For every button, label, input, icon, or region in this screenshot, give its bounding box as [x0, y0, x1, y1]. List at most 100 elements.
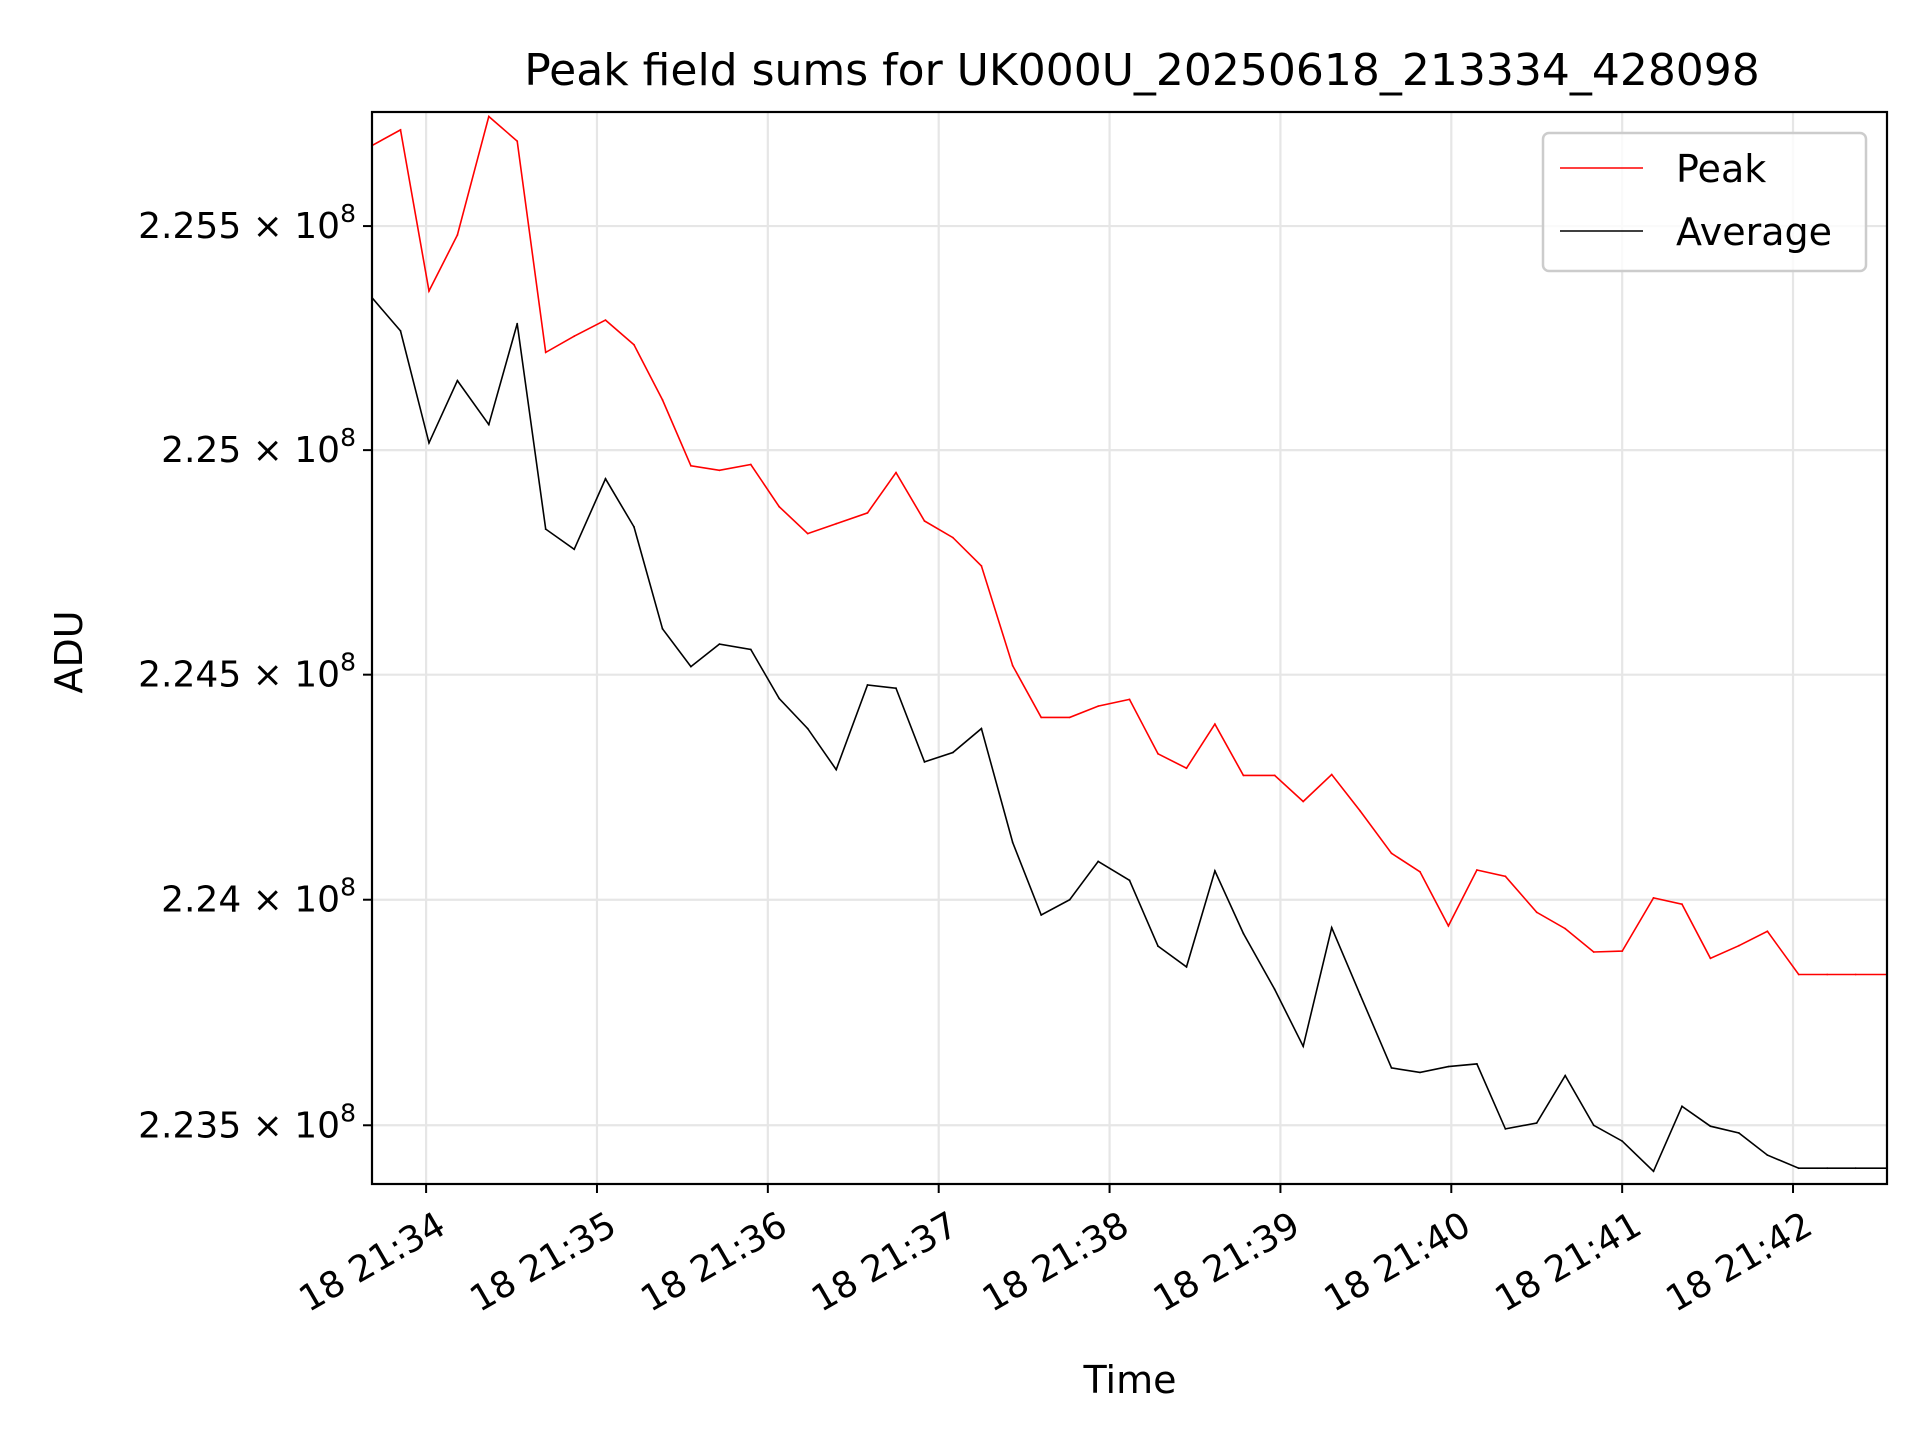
y-tick-exponent: 8: [340, 1098, 356, 1127]
data-point-peak: [1535, 911, 1538, 914]
y-tick-label: 2.235 × 108: [138, 1098, 356, 1146]
data-point-peak: [1447, 925, 1450, 927]
y-tick-base: 10: [294, 1105, 340, 1146]
data-point-average: [1214, 870, 1216, 872]
y-tick-multiply: ×: [241, 430, 294, 471]
data-point-peak: [806, 532, 809, 535]
legend: Peak Average: [1541, 131, 1868, 273]
data-point-average: [866, 684, 869, 686]
data-point-average: [1766, 1154, 1769, 1156]
data-point-peak: [1128, 698, 1131, 701]
data-point-average: [1826, 1167, 1829, 1170]
y-tick-mantissa: 2.25: [161, 430, 241, 471]
data-point-average: [1535, 1122, 1538, 1124]
y-tick-exponent: 8: [340, 423, 356, 452]
data-point-peak: [544, 351, 547, 354]
data-point-peak: [1242, 774, 1245, 777]
data-point-peak: [1797, 973, 1800, 976]
data-point-average: [1854, 1167, 1857, 1170]
y-tick-base: 10: [294, 206, 340, 247]
data-point-peak: [1826, 973, 1829, 976]
data-point-average: [895, 687, 897, 690]
y-tick-base: 10: [294, 655, 340, 696]
data-point-peak: [1273, 774, 1276, 777]
data-point-peak: [749, 463, 752, 466]
data-point-average: [1128, 879, 1131, 882]
x-axis-label: Time: [1083, 1358, 1177, 1402]
data-point-peak: [487, 115, 490, 118]
data-point-average: [1476, 1063, 1478, 1065]
data-point-average: [487, 423, 490, 426]
y-tick-label: 2.24 × 108: [161, 873, 356, 921]
data-point-peak: [1419, 870, 1421, 873]
data-point-peak: [952, 536, 954, 539]
y-tick-exponent: 8: [340, 873, 356, 902]
data-point-average: [1097, 860, 1100, 863]
data-point-peak: [1330, 773, 1333, 776]
data-point-peak: [866, 512, 869, 514]
data-point-peak: [778, 505, 781, 508]
data-point-peak: [661, 399, 664, 401]
data-point-average: [952, 751, 954, 754]
data-point-peak: [1854, 973, 1857, 976]
data-point-peak: [573, 335, 576, 338]
y-tick-label: 2.255 × 108: [138, 199, 356, 247]
data-point-average: [1652, 1170, 1655, 1173]
data-point-average: [1709, 1125, 1712, 1128]
data-point-average: [516, 322, 519, 325]
data-point-peak: [1738, 944, 1740, 947]
y-tick-mantissa: 2.255: [138, 206, 241, 247]
data-point-average: [1302, 1045, 1305, 1048]
data-point-average: [806, 727, 809, 730]
data-point-peak: [835, 522, 838, 525]
data-point-average: [749, 648, 752, 651]
data-point-average: [1185, 966, 1188, 968]
data-point-average: [399, 330, 402, 332]
y-tick-exponent: 8: [340, 648, 356, 677]
y-tick-label: 2.25 × 108: [161, 423, 356, 471]
data-point-peak: [399, 129, 402, 131]
data-point-average: [1390, 1067, 1393, 1069]
data-point-average: [661, 627, 664, 630]
data-point-peak: [456, 234, 459, 236]
y-tick-label: 2.245 × 108: [138, 648, 356, 696]
data-point-peak: [604, 319, 607, 321]
y-tick-mantissa: 2.24: [161, 880, 241, 921]
y-tick-base: 10: [294, 430, 340, 471]
data-point-average: [604, 477, 607, 480]
y-tick-multiply: ×: [241, 1105, 294, 1146]
y-tick-base: 10: [294, 880, 340, 921]
data-point-average: [1738, 1132, 1740, 1134]
data-point-average: [1242, 932, 1245, 935]
plot-frame: [370, 110, 1889, 1186]
data-point-peak: [895, 471, 897, 474]
data-point-average: [1359, 993, 1362, 996]
data-point-peak: [690, 464, 692, 467]
data-point-average: [456, 379, 459, 382]
y-tick-mantissa: 2.235: [138, 1105, 241, 1146]
data-point-average: [835, 768, 838, 771]
data-point-average: [633, 526, 635, 528]
data-point-average: [1330, 926, 1333, 929]
data-point-average: [1011, 841, 1014, 844]
data-point-average: [1157, 945, 1159, 947]
data-point-average: [1621, 1140, 1624, 1142]
data-point-average: [573, 548, 576, 551]
data-point-peak: [718, 469, 721, 472]
chart-title: Peak field sums for UK000U_20250618_2133…: [524, 45, 1760, 96]
data-point-peak: [1766, 930, 1769, 933]
data-point-peak: [1359, 810, 1362, 812]
data-point-peak: [1040, 716, 1043, 719]
data-point-average: [428, 442, 430, 444]
data-point-average: [1273, 988, 1276, 991]
data-point-peak: [1097, 705, 1100, 707]
data-point-average: [1419, 1071, 1421, 1074]
data-point-average: [718, 643, 721, 645]
y-tick-multiply: ×: [241, 655, 294, 696]
data-point-peak: [1504, 875, 1507, 878]
y-tick-multiply: ×: [241, 206, 294, 247]
data-point-average: [1564, 1074, 1567, 1077]
data-point-peak: [1564, 927, 1567, 930]
data-point-peak: [1157, 752, 1159, 755]
